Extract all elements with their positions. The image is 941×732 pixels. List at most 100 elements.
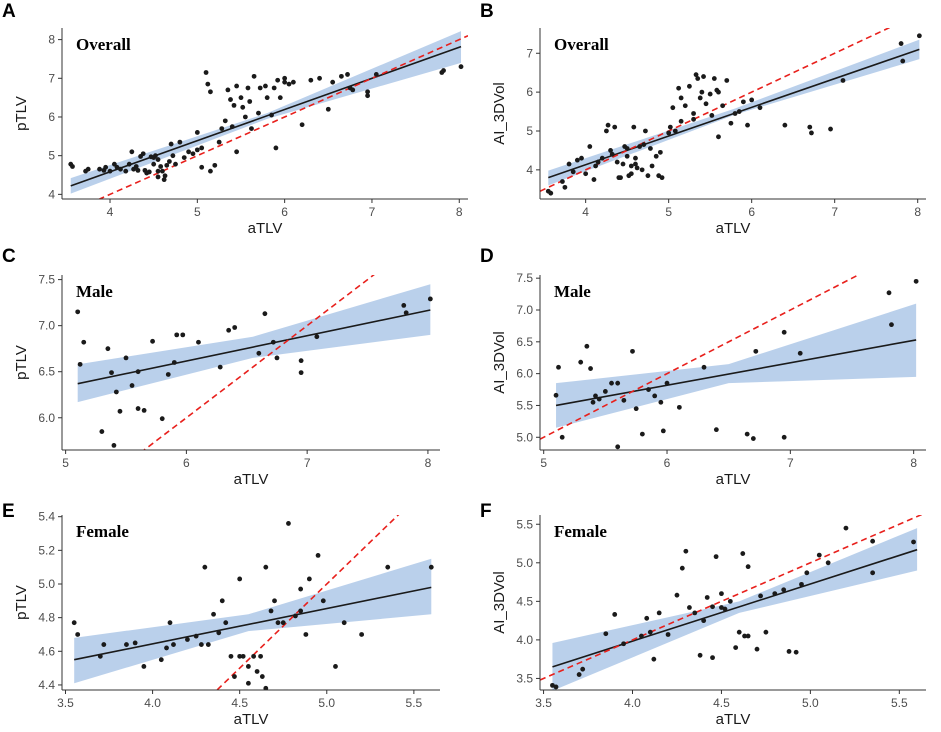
data-point — [697, 652, 703, 658]
x-tick-label: 6 — [281, 205, 288, 219]
data-point — [674, 592, 680, 598]
y-tick-label: 3.5 — [516, 671, 533, 685]
x-tick-label: 4.0 — [624, 696, 641, 710]
data-point — [750, 436, 756, 441]
data-point — [727, 598, 733, 604]
data-point — [722, 606, 728, 612]
data-point — [713, 554, 719, 560]
data-point — [665, 632, 671, 637]
data-point — [193, 633, 199, 639]
data-point — [578, 359, 584, 365]
confidence-band — [556, 303, 917, 428]
data-point — [234, 149, 240, 155]
data-point — [293, 613, 298, 619]
data-point — [566, 161, 572, 167]
data-point — [208, 168, 213, 174]
identity-line — [215, 515, 400, 690]
data-point — [170, 153, 176, 159]
data-point — [245, 680, 251, 686]
data-point — [97, 166, 102, 172]
data-point — [146, 169, 152, 175]
panel-title: Overall — [554, 35, 609, 54]
data-point — [264, 95, 270, 101]
data-point — [83, 168, 88, 174]
data-point — [158, 657, 164, 663]
data-point — [275, 77, 281, 83]
data-point — [196, 339, 201, 345]
data-point — [77, 361, 83, 367]
data-point — [282, 79, 288, 85]
y-tick-label: 7 — [48, 71, 55, 85]
data-point — [81, 339, 87, 345]
confidence-band — [70, 31, 462, 194]
panel-title: Male — [76, 282, 113, 301]
data-point — [793, 649, 799, 655]
data-point — [427, 296, 433, 302]
panel-letter: D — [480, 246, 494, 267]
data-point — [133, 164, 139, 169]
data-point — [648, 146, 653, 151]
data-point — [365, 93, 370, 99]
data-point — [603, 631, 609, 637]
data-point — [900, 58, 906, 64]
data-point — [615, 380, 621, 386]
identity-line — [540, 28, 891, 192]
data-point — [123, 168, 129, 174]
data-point — [804, 570, 810, 576]
identity-line — [540, 515, 923, 681]
x-tick-label: 5 — [62, 456, 69, 470]
data-point — [843, 525, 849, 531]
data-point — [744, 431, 750, 437]
regression-line — [552, 548, 918, 668]
data-point — [631, 124, 637, 130]
x-tick-label: 5 — [194, 205, 201, 219]
data-point — [825, 560, 831, 566]
panel-a: 4 5 6 7 8 4 5 6 7 8 aTLV pTLV Overall A — [2, 1, 468, 237]
x-axis-title: aTLV — [248, 220, 283, 237]
identity-line — [142, 275, 375, 450]
panel-letter: C — [2, 246, 16, 267]
data-point — [75, 309, 81, 315]
data-point — [308, 77, 314, 83]
data-point — [614, 159, 620, 165]
data-point — [609, 380, 614, 386]
data-point — [166, 159, 172, 164]
data-point — [781, 587, 787, 593]
data-point — [298, 370, 304, 376]
x-tick-label: 5.0 — [802, 696, 819, 710]
data-point — [720, 103, 726, 109]
data-point — [638, 633, 644, 639]
panel-letter: E — [2, 501, 15, 522]
data-point — [155, 168, 161, 174]
plot-area — [540, 275, 919, 450]
x-tick-label: 8 — [425, 456, 432, 470]
data-point — [639, 431, 645, 437]
data-point — [666, 130, 672, 136]
data-point — [350, 87, 356, 93]
data-point — [228, 97, 233, 102]
data-point — [259, 674, 265, 679]
data-point — [194, 130, 200, 135]
data-point — [237, 653, 243, 659]
data-point — [164, 645, 169, 651]
data-point — [101, 642, 107, 647]
data-point — [320, 598, 326, 604]
y-tick-label: 4.6 — [38, 644, 55, 658]
data-point — [656, 610, 662, 616]
panel-letter: F — [480, 501, 492, 522]
data-point — [160, 168, 165, 174]
panel-title: Male — [554, 282, 591, 301]
y-tick-label: 7.0 — [38, 319, 55, 333]
data-point — [373, 72, 379, 77]
data-point — [232, 674, 237, 679]
data-point — [171, 360, 177, 365]
data-point — [621, 397, 627, 403]
data-point — [687, 83, 692, 89]
data-point — [615, 444, 621, 450]
data-point — [682, 103, 688, 109]
data-point — [624, 153, 630, 159]
data-point — [129, 149, 135, 155]
data-point — [105, 346, 111, 352]
data-point — [719, 591, 724, 597]
data-point — [306, 576, 312, 582]
